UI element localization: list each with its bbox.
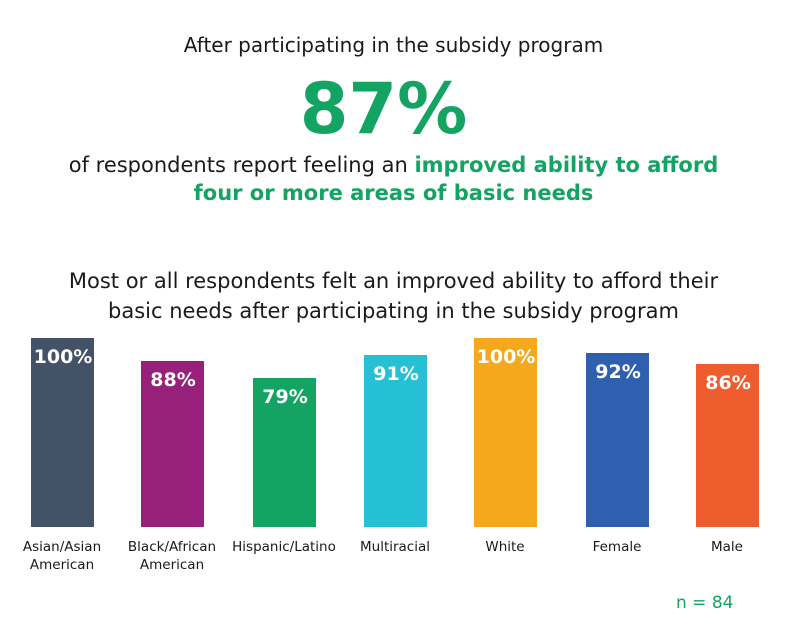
bar-2 <box>253 377 316 527</box>
category-label-line: Multiracial <box>359 539 431 555</box>
bar-value-label: 100% <box>476 346 536 368</box>
category-label: Male <box>667 538 787 556</box>
category-label: Black/African American <box>112 538 232 574</box>
category-label-line: American <box>29 557 95 573</box>
category-label-line: American <box>139 557 205 573</box>
category-label-line: Female <box>592 539 642 555</box>
chart-title-line1: Most or all respondents felt an improved… <box>68 269 719 293</box>
stat-description-highlight: improved ability to afford <box>414 153 719 177</box>
bar-value-label: 88% <box>150 368 196 391</box>
bar-value-label: 100% <box>33 346 93 368</box>
bar-value-label: 92% <box>595 361 641 384</box>
category-label-line: Hispanic/Latino <box>232 539 336 555</box>
category-label-line: Asian/Asian <box>22 539 102 555</box>
bar-4 <box>474 338 537 527</box>
bar-3 <box>364 355 427 527</box>
category-label: Hispanic/Latino <box>224 538 344 556</box>
intro-text: After participating in the subsidy progr… <box>183 33 604 57</box>
category-label: Multiracial <box>335 538 455 556</box>
stat-description-line2: four or more areas of basic needs <box>193 181 594 205</box>
category-label: White <box>445 538 565 556</box>
bar-value-label: 86% <box>705 372 751 395</box>
stat-description-line1: of respondents report feeling an improve… <box>0 153 787 177</box>
category-label-line: White <box>485 539 525 555</box>
category-label: Asian/Asian American <box>2 538 122 574</box>
category-label-line: Black/African <box>127 539 217 555</box>
sample-size-note: n = 84 <box>676 593 734 613</box>
chart-title-line2: basic needs after participating in the s… <box>108 299 679 323</box>
bar-1 <box>141 360 204 527</box>
stat-description-plain: of respondents report feeling an <box>68 153 415 177</box>
big-stat: 87% <box>299 68 468 150</box>
bar-value-label: 79% <box>262 385 308 408</box>
category-label-line: Male <box>711 539 743 555</box>
bar-0 <box>31 338 94 527</box>
bar-6 <box>696 364 759 527</box>
category-label: Female <box>557 538 677 556</box>
bar-5 <box>586 353 649 527</box>
bar-value-label: 91% <box>373 363 419 385</box>
